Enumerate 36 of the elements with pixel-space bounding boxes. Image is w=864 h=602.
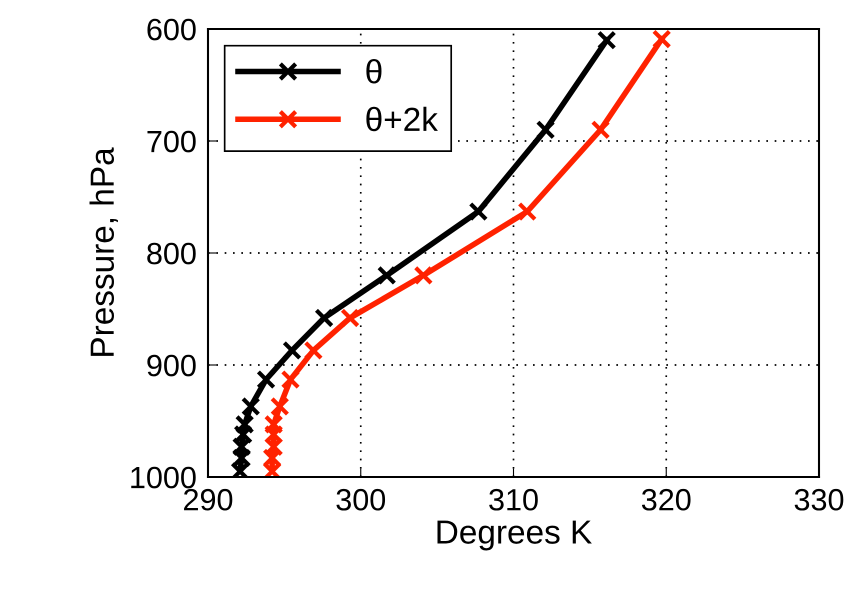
y-tick-label: 700	[147, 130, 196, 152]
point	[652, 29, 672, 49]
x-tick-label: 320	[642, 488, 691, 511]
x-tick-label: 290	[184, 488, 232, 511]
x-axis-title: Degrees K	[437, 520, 592, 550]
point	[264, 424, 284, 444]
point	[596, 30, 616, 50]
point	[232, 437, 252, 456]
point	[232, 448, 252, 468]
y-axis-title: Pressure, hPa	[90, 147, 118, 356]
x-tick-label: 310	[489, 488, 538, 511]
legend-label: θ+2k	[366, 106, 438, 132]
y-tick-label: 800	[147, 242, 196, 264]
point	[536, 120, 556, 140]
point	[314, 308, 334, 328]
point	[340, 308, 360, 328]
point	[414, 266, 434, 286]
x-tick-label: 300	[336, 488, 386, 511]
y-tick-label: 900	[147, 354, 196, 376]
y-tick-label: 600	[147, 18, 196, 40]
point	[376, 266, 396, 286]
point	[233, 424, 253, 444]
point	[256, 370, 276, 390]
point	[590, 120, 610, 140]
y-tick-label: 1000	[131, 466, 196, 488]
legend-label: θ	[366, 59, 382, 84]
point	[280, 370, 300, 390]
point	[518, 202, 537, 222]
point	[270, 396, 290, 416]
x-tick-label: 330	[794, 488, 844, 511]
point	[264, 414, 284, 434]
point	[241, 396, 260, 416]
point	[282, 340, 302, 360]
point	[468, 202, 488, 222]
point	[234, 414, 254, 434]
point	[304, 340, 324, 360]
